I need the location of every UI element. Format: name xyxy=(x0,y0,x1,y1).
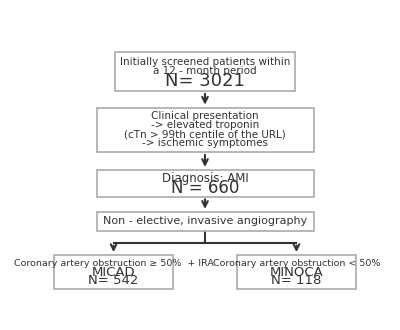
FancyBboxPatch shape xyxy=(54,255,173,289)
Text: (cTn > 99th centile of the URL): (cTn > 99th centile of the URL) xyxy=(124,129,286,139)
Text: MICAD: MICAD xyxy=(92,266,135,279)
Text: -> ischemic symptomes: -> ischemic symptomes xyxy=(142,138,268,148)
Text: Coronary artery obstruction < 50%: Coronary artery obstruction < 50% xyxy=(213,259,380,268)
Text: MINOCA: MINOCA xyxy=(270,266,323,279)
Text: N = 660: N = 660 xyxy=(171,179,239,197)
Text: a 12 - month period: a 12 - month period xyxy=(153,66,257,76)
FancyBboxPatch shape xyxy=(115,52,295,91)
Text: Initially screened patients within: Initially screened patients within xyxy=(120,56,290,67)
FancyBboxPatch shape xyxy=(237,255,356,289)
Text: N= 3021: N= 3021 xyxy=(165,72,245,90)
FancyBboxPatch shape xyxy=(96,108,314,152)
Text: Clinical presentation: Clinical presentation xyxy=(151,112,259,121)
Text: Diagnosis: AMI: Diagnosis: AMI xyxy=(162,172,248,185)
FancyBboxPatch shape xyxy=(96,170,314,196)
Text: Coronary artery obstruction ≥ 50%  + IRA: Coronary artery obstruction ≥ 50% + IRA xyxy=(14,259,214,268)
Text: N= 118: N= 118 xyxy=(271,274,322,287)
FancyBboxPatch shape xyxy=(96,212,314,231)
Text: Non - elective, invasive angiography: Non - elective, invasive angiography xyxy=(103,216,307,226)
Text: N= 542: N= 542 xyxy=(88,274,139,287)
Text: -> elevated troponin: -> elevated troponin xyxy=(151,120,259,130)
